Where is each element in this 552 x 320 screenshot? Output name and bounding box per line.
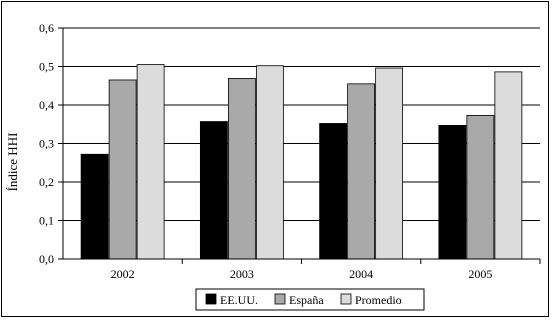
legend-swatch xyxy=(274,293,286,305)
legend-swatch xyxy=(205,293,217,305)
bar-españa-2004 xyxy=(347,83,376,260)
bar-españa-2003 xyxy=(227,78,256,260)
bars xyxy=(80,64,523,260)
y-tick-label: 0,6 xyxy=(39,21,54,35)
y-tick-label: 0,1 xyxy=(39,214,54,228)
legend-label: Promedio xyxy=(355,293,402,307)
y-tick-label: 0,2 xyxy=(39,175,54,189)
x-tick-label: 2004 xyxy=(349,267,373,281)
y-tick-label: 0,5 xyxy=(39,60,54,74)
bar-españa-2002 xyxy=(108,79,137,260)
legend: EE.UU. España Promedio xyxy=(195,288,425,311)
legend-label: España xyxy=(289,293,324,307)
legend-box xyxy=(195,288,425,311)
bar-promedio-2005 xyxy=(494,71,523,260)
bar-promedio-2002 xyxy=(136,64,165,260)
x-tick-label: 2002 xyxy=(111,267,135,281)
bar-ee-uu--2002 xyxy=(80,153,109,260)
legend-label: EE.UU. xyxy=(220,293,258,307)
bar-españa-2005 xyxy=(466,114,495,260)
bar-ee-uu--2004 xyxy=(319,123,348,260)
x-tick-label: 2003 xyxy=(230,267,254,281)
bar-promedio-2004 xyxy=(375,67,404,260)
bar-ee-uu--2005 xyxy=(438,125,467,260)
bar-ee-uu--2003 xyxy=(199,121,228,260)
y-tick-label: 0,0 xyxy=(39,252,54,266)
legend-swatch xyxy=(340,293,352,305)
x-tick-label: 2005 xyxy=(468,267,492,281)
y-tick-label: 0,4 xyxy=(39,98,54,112)
y-tick-label: 0,3 xyxy=(39,137,54,151)
y-axis-label: Índice HHI xyxy=(5,133,20,192)
axes: 0,0 0,1 0,2 0,3 0,4 0,5 0,6 2002 2003 2004 2005 xyxy=(39,21,541,281)
bar-promedio-2003 xyxy=(255,65,284,260)
